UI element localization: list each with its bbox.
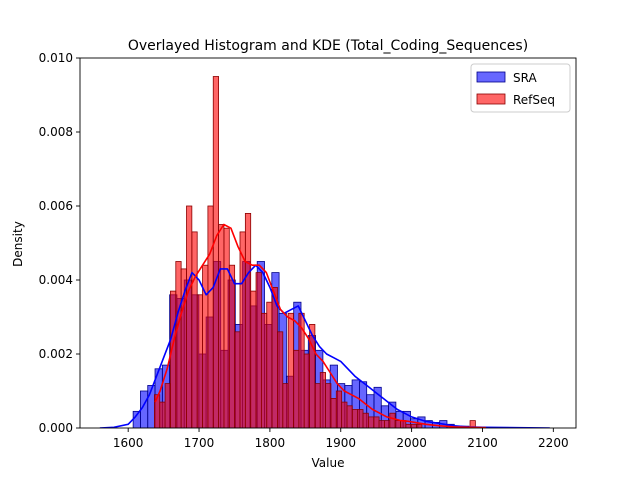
refseq-bar [314, 383, 321, 428]
refseq-bar [309, 323, 316, 428]
refseq-bar [293, 349, 300, 428]
sra-legend-swatch [476, 71, 506, 83]
refseq-bar [196, 294, 203, 428]
y-tick-label: 0.000 [39, 421, 73, 435]
refseq-bar [373, 416, 380, 428]
refseq-kde-line [154, 223, 487, 428]
refseq-bar [277, 331, 284, 428]
refseq-bar [266, 301, 273, 428]
refseq-bar [153, 394, 161, 428]
refseq-bar [250, 290, 257, 428]
refseq-bar [175, 261, 182, 428]
refseq-bar [164, 383, 171, 428]
refseq-bar [159, 401, 166, 428]
plot-marks [99, 76, 550, 428]
refseq-bar [362, 412, 369, 428]
refseq-bar [378, 420, 385, 428]
refseq-bar [346, 405, 353, 428]
refseq-bar [469, 420, 476, 428]
refseq-bar [191, 231, 198, 428]
axes-frame [79, 57, 577, 429]
refseq-bar [319, 372, 326, 428]
x-tick-label: 2200 [538, 436, 569, 450]
refseq-bar [282, 383, 289, 428]
refseq-bar [325, 383, 332, 428]
refseq-legend-label: RefSeq [513, 93, 555, 107]
y-tick-label: 0.002 [39, 347, 73, 361]
x-tick-label: 1600 [113, 436, 144, 450]
x-tick-label: 1900 [325, 436, 356, 450]
refseq-bar [186, 205, 193, 428]
refseq-bar [341, 401, 348, 428]
x-tick-label: 2100 [467, 436, 498, 450]
plot-area [99, 76, 550, 428]
refseq-bar [234, 331, 241, 428]
y-tick-label: 0.006 [39, 199, 73, 213]
refseq-bar [394, 420, 401, 428]
y-tick-label: 0.008 [39, 125, 73, 139]
refseq-bar [228, 264, 236, 428]
refseq-bar [207, 205, 214, 428]
x-tick-label: 1800 [255, 436, 286, 450]
y-tick-label: 0.010 [39, 51, 73, 65]
refseq-bar [303, 353, 310, 428]
refseq-bar [223, 227, 230, 428]
x-axis-label: Value [312, 456, 345, 470]
refseq-bar [410, 423, 417, 428]
refseq-bar [170, 290, 177, 428]
refseq-bar [357, 409, 364, 428]
refseq-bar [287, 312, 294, 428]
legend: SRA RefSeq [470, 63, 571, 113]
sra-legend-label: SRA [513, 71, 537, 85]
refseq-bar [212, 76, 219, 428]
y-tick-label: 0.004 [39, 273, 73, 287]
y-axis-label: Density [11, 221, 25, 267]
refseq-bar [330, 397, 337, 428]
refseq-bar [335, 390, 343, 428]
chart-title: Overlayed Histogram and KDE (Total_Codin… [128, 38, 528, 54]
refseq-bar [260, 312, 268, 428]
refseq-legend-swatch [476, 93, 506, 105]
refseq-bar [405, 423, 412, 428]
refseq-bar [255, 272, 262, 428]
refseq-bar [218, 224, 225, 428]
refseq-bar [367, 416, 375, 428]
refseq-bar [271, 286, 278, 428]
refseq-bar [416, 423, 423, 428]
refseq-bar [384, 420, 391, 428]
refseq-bar [389, 412, 396, 428]
refseq-bar [351, 409, 359, 428]
refseq-bar [244, 212, 252, 428]
refseq-histogram [153, 76, 476, 428]
x-tick-label: 1700 [184, 436, 215, 450]
sra-kde-line [99, 264, 550, 428]
axes: 1600 1700 1800 1900 2000 2100 2200 0.000 0.002 0.… [39, 51, 577, 450]
x-tick-label: 2000 [396, 436, 427, 450]
